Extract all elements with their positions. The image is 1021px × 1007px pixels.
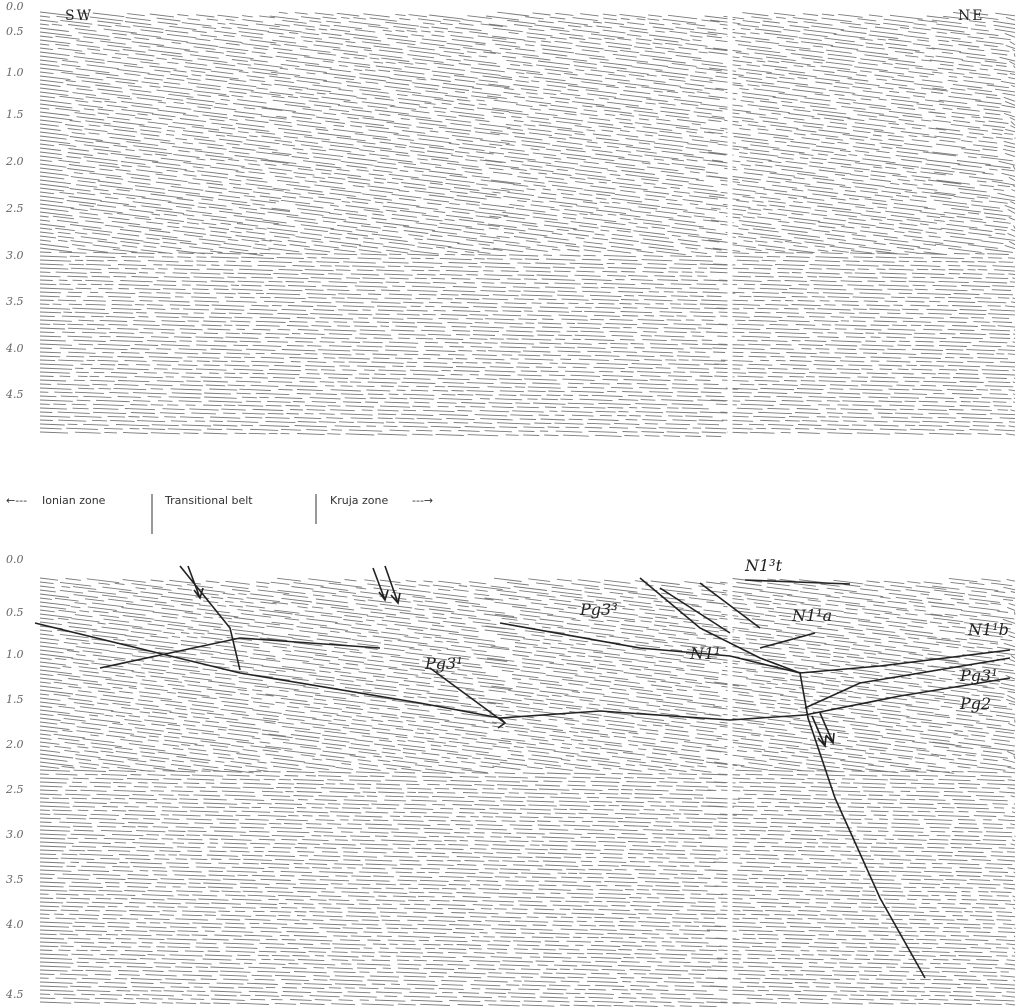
time-tick: 4.5 <box>6 988 24 1001</box>
zone-bar: ←--- Ionian zone Transitional belt Kruja… <box>0 494 520 534</box>
direction-sw: SW <box>65 8 93 24</box>
horizon-line <box>804 657 1011 709</box>
zone-boundaries <box>151 494 317 534</box>
trace-noise <box>39 11 1016 438</box>
fault-line <box>744 579 851 585</box>
time-tick: 1.5 <box>6 108 24 121</box>
zone-transitional: Transitional belt <box>165 494 253 507</box>
fault-arrow <box>811 715 827 748</box>
label-pg2-right: Pg2 <box>960 694 992 713</box>
time-tick: 1.5 <box>6 693 24 706</box>
time-tick: 4.5 <box>6 388 24 401</box>
time-tick: 3.5 <box>6 873 24 886</box>
time-tick: 1.0 <box>6 648 24 661</box>
label-n1t: N1³t <box>745 556 783 575</box>
fault-line <box>179 565 241 671</box>
zone-ionian: Ionian zone <box>42 494 106 507</box>
seismic-traces-top <box>39 10 1016 440</box>
label-pg3-left: Pg3¹ <box>425 654 463 673</box>
fault-arrow <box>384 565 401 605</box>
time-tick: 2.5 <box>6 202 24 215</box>
zone-left-arrow: ←--- <box>6 494 28 507</box>
time-tick: 3.5 <box>6 295 24 308</box>
fault-line <box>639 577 926 979</box>
time-tick: 2.5 <box>6 783 24 796</box>
fault-line <box>429 667 506 724</box>
label-n1-center: N1¹ <box>690 644 721 663</box>
time-tick: 4.0 <box>6 342 24 355</box>
time-tick: 0.5 <box>6 606 24 619</box>
time-tick: 4.0 <box>6 918 24 931</box>
zone-kruja: Kruja zone <box>330 494 389 507</box>
time-tick: 0.0 <box>6 0 24 13</box>
time-tick: 1.0 <box>6 66 24 79</box>
time-tick: 3.0 <box>6 828 24 841</box>
time-tick: 0.0 <box>6 553 24 566</box>
fault-line <box>659 587 731 634</box>
seismic-section-top: SW NE 0.0 0.5 1.0 1.5 2.0 2.5 3.0 3.5 4.… <box>0 0 1021 440</box>
fault-arrow <box>497 717 507 729</box>
horizon-line <box>99 637 381 669</box>
fault-arrow <box>819 712 835 745</box>
horizon-line <box>759 632 816 649</box>
horizon-line <box>34 622 1011 721</box>
time-tick: 0.5 <box>6 25 24 38</box>
fault-line <box>699 582 761 629</box>
seismic-section-bottom: 0.0 0.5 1.0 1.5 2.0 2.5 3.0 3.5 4.0 4.5 … <box>0 538 1021 1007</box>
horizon-line <box>499 622 1011 674</box>
time-tick: 2.0 <box>6 738 24 751</box>
direction-ne: NE <box>958 8 985 24</box>
interpretation-lines <box>34 565 1011 979</box>
label-pg3-center: Pg3³ <box>580 600 618 619</box>
zone-right-arrow: ---→ <box>412 494 434 507</box>
label-n1a: N1¹a <box>792 606 833 625</box>
seismic-traces-bottom <box>34 558 1016 1007</box>
trace-noise <box>39 577 1016 1007</box>
fault-arrow <box>187 565 204 600</box>
time-tick: 3.0 <box>6 249 24 262</box>
fault-arrow <box>372 567 389 602</box>
label-pg3-right: Pg3¹ <box>960 666 998 685</box>
time-tick: 2.0 <box>6 155 24 168</box>
label-n1b: N1¹b <box>968 620 1009 639</box>
